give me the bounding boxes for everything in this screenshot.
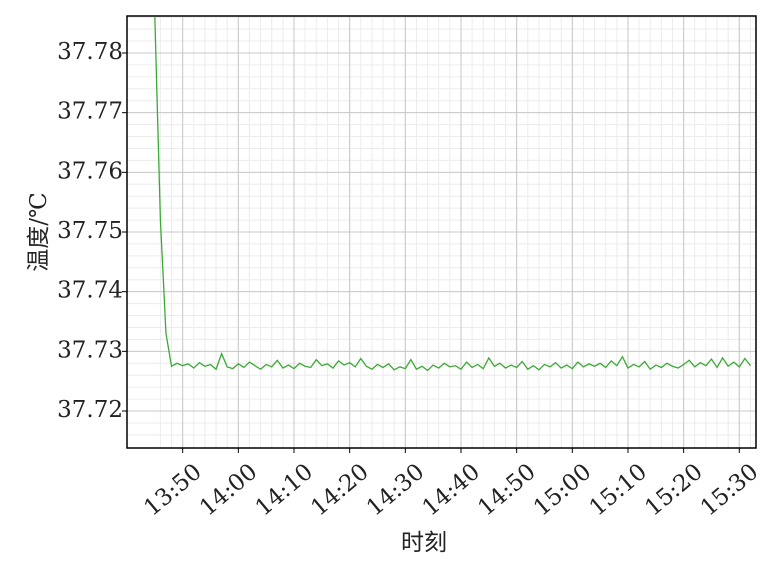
y-tick-label: 37.73	[57, 337, 123, 363]
x-tick-label: 15:30	[696, 459, 763, 522]
x-tick-label: 15:00	[529, 459, 596, 522]
x-tick-label: 14:00	[195, 459, 262, 522]
x-tick-label: 15:20	[640, 459, 707, 522]
y-tick-label: 37.78	[57, 39, 123, 65]
y-tick-label: 37.74	[57, 278, 123, 304]
y-tick-label: 37.77	[57, 99, 123, 125]
x-tick-label: 14:20	[306, 459, 373, 522]
data-line	[154, 17, 751, 372]
x-tick-label: 14:10	[251, 459, 318, 522]
x-tick-label: 13:50	[139, 459, 206, 522]
x-tick-label: 15:10	[585, 459, 652, 522]
x-tick-label: 14:30	[362, 459, 429, 522]
y-axis-label: 温度/℃	[26, 192, 52, 271]
plot-frame	[126, 15, 757, 449]
x-tick-label: 14:40	[418, 459, 485, 522]
y-tick-label: 37.76	[57, 158, 123, 184]
y-tick-label: 37.72	[57, 397, 123, 423]
y-tick-label: 37.75	[57, 218, 123, 244]
x-axis-label: 时刻	[401, 530, 447, 556]
x-tick-label: 14:50	[473, 459, 540, 522]
